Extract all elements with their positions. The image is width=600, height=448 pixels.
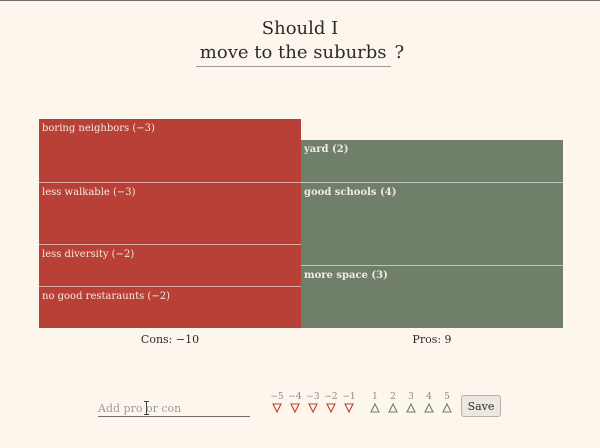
pro-weight-option[interactable]: 2 <box>384 392 402 413</box>
pro-weight-option[interactable]: 5 <box>438 392 456 413</box>
con-weight-option[interactable]: −2 <box>322 392 340 413</box>
con-weight-option[interactable]: −3 <box>304 392 322 413</box>
cons-item[interactable]: less diversity (−2) <box>39 244 301 287</box>
pros-column: yard (2) good schools (4) more space (3) <box>301 140 563 329</box>
pros-total: Pros: 9 <box>412 333 452 346</box>
triangle-down-icon <box>308 403 318 413</box>
save-button[interactable]: Save <box>461 395 501 417</box>
weight-number: 3 <box>408 392 414 402</box>
weight-selector: −5 −4 −3 −2 −1 1 2 3 4 5 <box>268 392 456 413</box>
weight-number: −4 <box>288 392 302 402</box>
question-prefix: Should I <box>261 18 339 39</box>
cons-item[interactable]: no good restaraunts (−2) <box>39 286 301 328</box>
con-weight-option[interactable]: −1 <box>340 392 358 413</box>
con-weight-option[interactable]: −5 <box>268 392 286 413</box>
cons-column: boring neighbors (−3) less walkable (−3) l… <box>39 119 301 328</box>
weight-number: −5 <box>270 392 284 402</box>
weight-number: 4 <box>426 392 432 402</box>
question-mark: ? <box>394 42 405 63</box>
weight-number: 5 <box>444 392 450 402</box>
weight-number: −3 <box>306 392 320 402</box>
weight-number: −2 <box>324 392 338 402</box>
question-input[interactable]: move to the suburbs <box>195 42 391 67</box>
triangle-up-icon <box>388 403 398 413</box>
triangle-down-icon <box>344 403 354 413</box>
cons-item[interactable]: boring neighbors (−3) <box>39 119 301 182</box>
triangle-up-icon <box>424 403 434 413</box>
pros-item[interactable]: more space (3) <box>301 265 563 329</box>
triangle-down-icon <box>290 403 300 413</box>
pros-item[interactable]: good schools (4) <box>301 181 563 266</box>
pros-item[interactable]: yard (2) <box>301 140 563 182</box>
cons-item[interactable]: less walkable (−3) <box>39 181 301 245</box>
text-cursor-icon <box>144 401 149 415</box>
pro-weight-option[interactable]: 4 <box>420 392 438 413</box>
weight-number: 2 <box>390 392 396 402</box>
question-line: move to the suburbs? <box>0 42 600 67</box>
weight-number: −1 <box>342 392 356 402</box>
cons-total: Cons: −10 <box>140 333 200 346</box>
triangle-up-icon <box>442 403 452 413</box>
triangle-down-icon <box>272 403 282 413</box>
pro-weight-option[interactable]: 1 <box>366 392 384 413</box>
triangle-up-icon <box>370 403 380 413</box>
top-border <box>0 0 600 1</box>
pro-weight-option[interactable]: 3 <box>402 392 420 413</box>
weight-number: 1 <box>372 392 378 402</box>
con-weight-option[interactable]: −4 <box>286 392 304 413</box>
add-pro-con-input[interactable] <box>98 400 250 417</box>
triangle-up-icon <box>406 403 416 413</box>
triangle-down-icon <box>326 403 336 413</box>
